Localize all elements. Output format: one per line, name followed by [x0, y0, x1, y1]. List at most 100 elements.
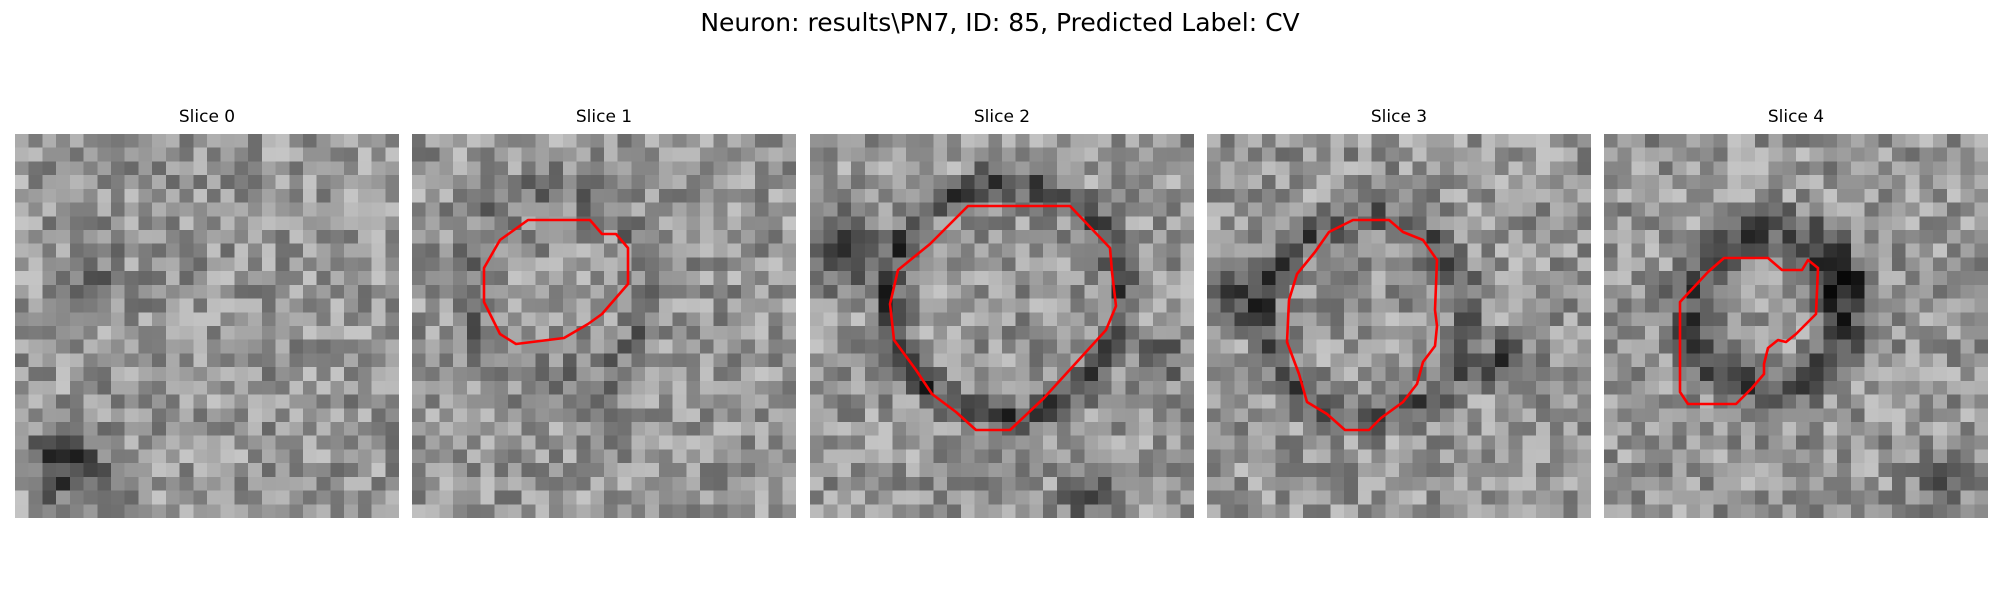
slice-pixel	[741, 175, 756, 190]
slice-pixel	[1536, 188, 1551, 203]
slice-pixel	[1549, 175, 1564, 190]
slice-pixel	[1015, 134, 1030, 149]
slice-pixel	[713, 161, 728, 176]
slice-pixel	[1084, 380, 1099, 395]
slice-pixel	[344, 284, 359, 299]
slice-pixel	[1467, 394, 1482, 409]
slice-pixel	[1522, 147, 1537, 162]
slice-pixel	[1933, 230, 1948, 245]
slice-pixel	[385, 216, 399, 231]
slice-pixel	[1234, 284, 1249, 299]
slice-pixel	[1029, 476, 1044, 491]
slice-pixel	[713, 367, 728, 382]
slice-pixel	[741, 202, 756, 217]
slice-pixel	[617, 394, 632, 409]
slice-pixel	[1344, 435, 1359, 450]
slice-pixel	[69, 504, 84, 518]
slice-pixel	[1905, 147, 1920, 162]
slice-pixel	[1645, 271, 1660, 286]
slice-pixel	[1741, 312, 1756, 327]
slice-pixel	[69, 284, 84, 299]
slice-pixel	[357, 504, 372, 518]
slice-pixel	[83, 284, 98, 299]
slice-pixel	[1180, 449, 1194, 464]
slice-pixel	[768, 175, 783, 190]
slice-pixel	[1070, 435, 1085, 450]
slice-pixel	[1453, 312, 1468, 327]
slice-pixel	[1809, 202, 1824, 217]
slice-pixel	[439, 367, 454, 382]
slice-pixel	[1713, 243, 1728, 258]
slice-pixel	[1960, 394, 1975, 409]
slice-pixel	[1029, 353, 1044, 368]
slice-pixel	[604, 161, 619, 176]
slice-pixel	[974, 134, 989, 149]
slice-pixel	[1426, 353, 1441, 368]
slice-pixel	[453, 380, 468, 395]
slice-pixel	[1727, 147, 1742, 162]
slice-pixel	[1919, 449, 1934, 464]
slice-pixel	[1467, 408, 1482, 423]
slice-pixel	[1344, 394, 1359, 409]
slice-pixel	[1536, 394, 1551, 409]
slice-pixel	[303, 490, 318, 505]
slice-pixel	[1440, 257, 1455, 272]
slice-pixel	[248, 476, 263, 491]
slice-pixel	[357, 339, 372, 354]
slice-pixel	[1440, 271, 1455, 286]
slice-pixel	[1289, 134, 1304, 149]
slice-pixel	[275, 449, 290, 464]
slice-pixel	[1412, 216, 1427, 231]
slice-pixel	[1385, 380, 1400, 395]
slice-pixel	[56, 243, 71, 258]
slice-pixel	[1357, 394, 1372, 409]
slice-pixel	[974, 435, 989, 450]
slice-pixel	[1440, 230, 1455, 245]
slice-pixel	[453, 202, 468, 217]
slice-pixel	[1878, 134, 1893, 149]
slice-pixel	[562, 230, 577, 245]
slice-pixel	[1029, 339, 1044, 354]
slice-pixel	[754, 408, 769, 423]
slice-pixel	[1220, 394, 1235, 409]
slice-pixel	[1837, 216, 1852, 231]
slice-pixel	[1084, 175, 1099, 190]
slice-pixel	[906, 312, 921, 327]
slice-pixel	[672, 449, 687, 464]
slice-pixel	[1522, 476, 1537, 491]
slice-pixel	[1084, 326, 1099, 341]
slice-pixel	[42, 326, 57, 341]
slice-pixel	[1658, 380, 1673, 395]
slice-pixel	[1768, 216, 1783, 231]
slice-pixel	[617, 326, 632, 341]
slice-pixel	[864, 202, 879, 217]
slice-pixel	[1522, 435, 1537, 450]
slice-pixel	[1850, 353, 1865, 368]
slice-pixel	[1098, 188, 1113, 203]
slice-pixel	[947, 134, 962, 149]
slice-pixel	[658, 367, 673, 382]
slice-pixel	[1522, 243, 1537, 258]
slice-pixel	[179, 188, 194, 203]
slice-pixel	[1043, 230, 1058, 245]
slice-pixel	[590, 230, 605, 245]
slice-pixel	[357, 463, 372, 478]
slice-pixel	[1125, 298, 1140, 313]
slice-pixel	[672, 188, 687, 203]
slice-pixel	[1741, 422, 1756, 437]
slice-pixel	[248, 134, 263, 149]
slice-pixel	[906, 422, 921, 437]
slice-pixel	[1892, 257, 1907, 272]
slice-pixel	[111, 380, 126, 395]
slice-pixel	[138, 312, 153, 327]
slice-pixel	[1658, 243, 1673, 258]
slice-pixel	[1823, 476, 1838, 491]
slice-pixel	[508, 449, 523, 464]
slice-pixel	[672, 380, 687, 395]
slice-pixel	[892, 312, 907, 327]
slice-pixel	[1577, 463, 1591, 478]
slice-pixel	[1974, 312, 1988, 327]
slice-pixel	[549, 339, 564, 354]
slice-pixel	[658, 380, 673, 395]
slice-pixel	[1933, 161, 1948, 176]
